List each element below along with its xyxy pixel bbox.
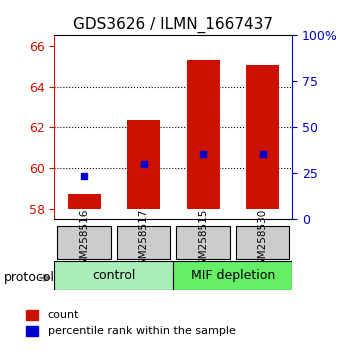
Title: GDS3626 / ILMN_1667437: GDS3626 / ILMN_1667437 bbox=[73, 16, 273, 33]
FancyBboxPatch shape bbox=[54, 261, 173, 290]
Text: protocol: protocol bbox=[3, 272, 54, 284]
Text: GSM258515: GSM258515 bbox=[198, 209, 208, 273]
FancyBboxPatch shape bbox=[173, 261, 292, 290]
Text: MIF depletion: MIF depletion bbox=[191, 269, 275, 282]
Text: control: control bbox=[92, 269, 136, 282]
FancyBboxPatch shape bbox=[57, 226, 111, 259]
Bar bbox=[187, 59, 220, 209]
Bar bbox=[68, 194, 101, 209]
FancyBboxPatch shape bbox=[236, 226, 289, 259]
Point bbox=[81, 173, 87, 179]
Text: GSM258516: GSM258516 bbox=[79, 209, 89, 273]
Bar bbox=[26, 310, 38, 320]
Point bbox=[200, 151, 206, 156]
Text: GSM258517: GSM258517 bbox=[139, 209, 149, 273]
Text: count: count bbox=[48, 310, 79, 320]
FancyBboxPatch shape bbox=[117, 226, 170, 259]
Bar bbox=[246, 65, 279, 209]
Bar bbox=[127, 120, 160, 209]
Point bbox=[260, 151, 265, 156]
Text: percentile rank within the sample: percentile rank within the sample bbox=[48, 326, 236, 336]
FancyBboxPatch shape bbox=[176, 226, 230, 259]
Bar bbox=[26, 326, 38, 336]
Point bbox=[141, 161, 146, 167]
Text: GSM258530: GSM258530 bbox=[258, 209, 268, 272]
